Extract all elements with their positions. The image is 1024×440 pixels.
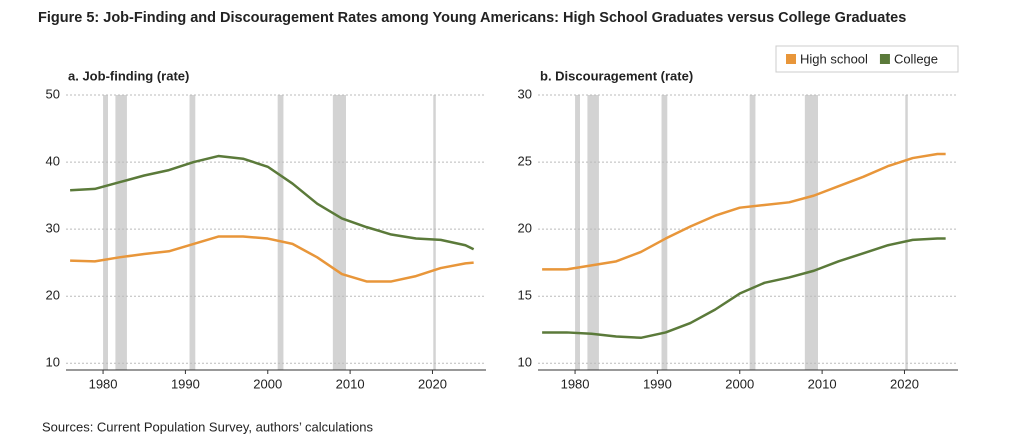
y-tick-label: 50 <box>46 86 60 101</box>
legend-swatch <box>786 54 796 64</box>
figure-title: Figure 5: Job-Finding and Discouragement… <box>38 10 906 26</box>
x-tick-label: 2020 <box>890 376 919 391</box>
x-tick-label: 2000 <box>253 376 282 391</box>
y-tick-label: 15 <box>518 288 532 303</box>
y-tick-label: 10 <box>46 355 60 370</box>
y-tick-label: 10 <box>518 355 532 370</box>
recession-band <box>905 95 908 370</box>
legend-label: High school <box>800 51 868 66</box>
series-line <box>70 235 474 283</box>
series-line <box>542 237 946 340</box>
recession-band <box>433 95 436 370</box>
recession-band <box>332 95 346 370</box>
x-tick-label: 2010 <box>808 376 837 391</box>
y-tick-label: 25 <box>518 154 532 169</box>
series-line <box>542 152 946 271</box>
legend-box <box>775 45 959 73</box>
x-tick-label: 2010 <box>336 376 365 391</box>
recession-band <box>661 95 668 370</box>
y-tick-label: 30 <box>518 86 532 101</box>
panel-title: a. Job-finding (rate) <box>68 68 189 83</box>
recession-band <box>575 95 580 370</box>
recession-band <box>115 95 127 370</box>
recession-band <box>277 95 284 370</box>
recession-band <box>804 95 818 370</box>
legend-swatch <box>879 54 890 64</box>
legend-label: College <box>894 51 938 66</box>
recession-band <box>103 95 108 370</box>
y-tick-label: 30 <box>46 221 60 236</box>
y-tick-label: 20 <box>518 221 532 236</box>
y-tick-label: 20 <box>46 288 60 303</box>
y-tick-label: 40 <box>46 154 60 169</box>
recession-band <box>189 95 196 370</box>
series-line <box>70 154 475 251</box>
x-tick-label: 2020 <box>418 376 447 391</box>
panel-title: b. Discouragement (rate) <box>540 68 693 83</box>
x-tick-label: 2000 <box>725 376 754 391</box>
source-note: Sources: Current Population Survey, auth… <box>42 419 373 434</box>
x-tick-label: 1980 <box>89 376 118 391</box>
recession-band <box>587 95 599 370</box>
x-tick-label: 1990 <box>171 376 200 391</box>
x-tick-label: 1980 <box>561 376 590 391</box>
x-tick-label: 1990 <box>643 376 672 391</box>
recession-band <box>749 95 756 370</box>
